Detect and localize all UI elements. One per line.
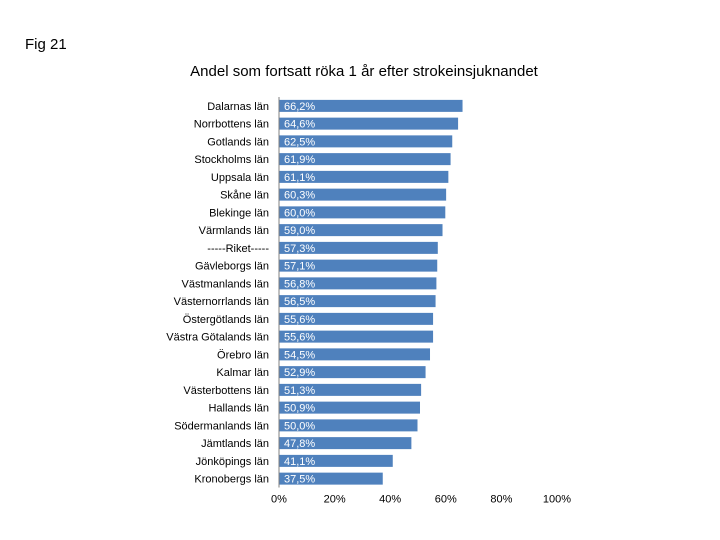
data-label: 54,5% — [284, 349, 315, 361]
data-label: 37,5% — [284, 474, 315, 486]
category-label: Skåne län — [220, 190, 269, 202]
data-label: 57,1% — [284, 261, 315, 273]
data-label: 50,0% — [284, 420, 315, 432]
x-tick-label: 0% — [271, 494, 287, 506]
data-label: 56,8% — [284, 278, 315, 290]
category-label: Västmanlands län — [182, 278, 269, 290]
category-label: Västerbottens län — [183, 385, 269, 397]
category-label: Norrbottens län — [194, 119, 269, 131]
category-label: Jönköpings län — [196, 456, 269, 468]
data-label: 64,6% — [284, 119, 315, 131]
category-label: Östergötlands län — [183, 314, 269, 326]
data-label: 62,5% — [284, 136, 315, 148]
category-label: Värmlands län — [199, 225, 269, 237]
category-label: Västra Götalands län — [166, 332, 269, 344]
data-label: 56,5% — [284, 296, 315, 308]
category-label: -----Riket----- — [207, 243, 269, 255]
chart-title: Andel som fortsatt röka 1 år efter strok… — [190, 63, 538, 80]
category-label: Västernorrlands län — [174, 296, 269, 308]
category-label: Hallands län — [208, 403, 269, 415]
category-label: Kalmar län — [216, 367, 269, 379]
category-label: Jämtlands län — [201, 438, 269, 450]
data-label: 66,2% — [284, 101, 315, 113]
bars-group: Dalarnas län 66,2% Norrbottens län 64,6% Got… — [166, 98, 464, 486]
data-label: 55,6% — [284, 314, 315, 326]
category-label: Kronobergs län — [194, 474, 269, 486]
x-tick-label: 20% — [324, 494, 346, 506]
category-label: Gävleborgs län — [195, 261, 269, 273]
category-label: Södermanlands län — [174, 420, 269, 432]
data-label: 61,1% — [284, 172, 315, 184]
data-label: 59,0% — [284, 225, 315, 237]
x-tick-label: 80% — [490, 494, 512, 506]
data-label: 60,0% — [284, 207, 315, 219]
figure-label: Fig 21 — [25, 36, 67, 53]
data-label: 47,8% — [284, 438, 315, 450]
category-label: Uppsala län — [211, 172, 269, 184]
data-label: 60,3% — [284, 190, 315, 202]
category-label: Dalarnas län — [207, 101, 269, 113]
x-tick-label: 40% — [379, 494, 401, 506]
axis-group: 0% 20% 40% 60% 80% 100% — [271, 97, 571, 506]
data-label: 52,9% — [284, 367, 315, 379]
data-label: 50,9% — [284, 403, 315, 415]
data-label: 57,3% — [284, 243, 315, 255]
x-tick-label: 60% — [435, 494, 457, 506]
category-label: Blekinge län — [209, 207, 269, 219]
category-label: Örebro län — [217, 349, 269, 361]
data-label: 51,3% — [284, 385, 315, 397]
category-label: Stockholms län — [194, 154, 269, 166]
x-tick-label: 100% — [543, 494, 571, 506]
category-label: Gotlands län — [207, 136, 269, 148]
data-label: 55,6% — [284, 332, 315, 344]
data-label: 61,9% — [284, 154, 315, 166]
data-label: 41,1% — [284, 456, 315, 468]
